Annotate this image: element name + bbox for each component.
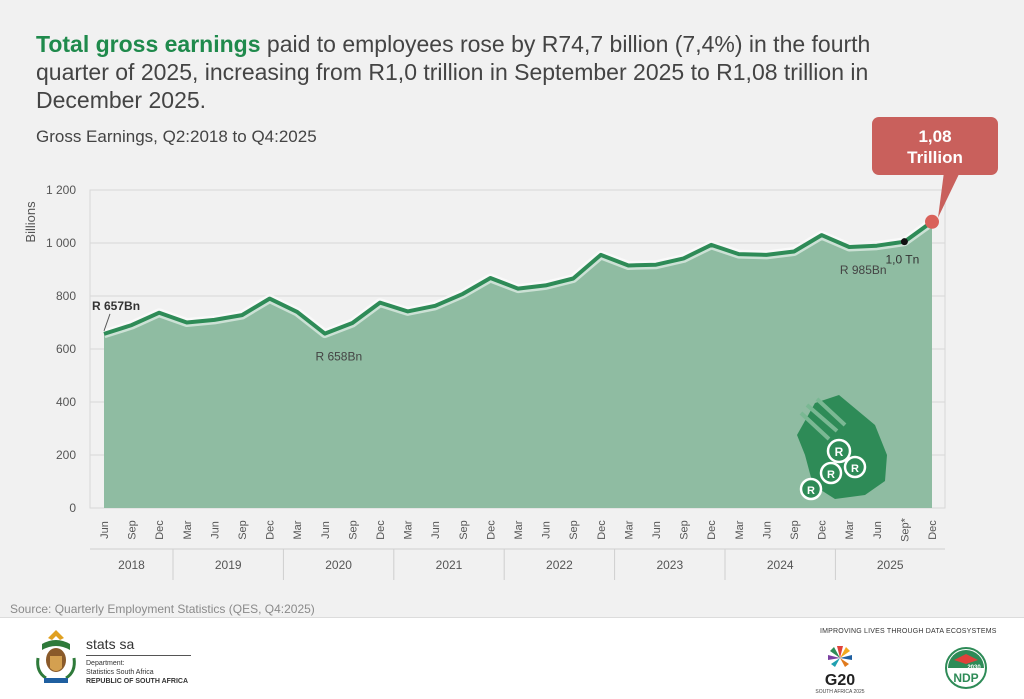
coat-of-arms-icon [36, 630, 76, 683]
x-tick-label: Mar [292, 520, 304, 539]
x-tick-label: Sep [568, 520, 580, 540]
gross-earnings-chart: 0 200 400 600 800 1 000 1 200 Billions R R R R… [23, 117, 998, 580]
data-point-marker [900, 238, 908, 246]
x-tick-label: Sep [679, 520, 691, 540]
y-axis-label: Billions [23, 201, 38, 243]
g20-logo: G20 SOUTH AFRICA 2025 [812, 642, 868, 695]
x-tick-label: Mar [844, 520, 856, 539]
x-tick-label: Dec [485, 520, 497, 540]
y-axis: 0 200 400 600 800 1 000 1 200 [46, 183, 76, 515]
ndp-year: 2030 [967, 665, 981, 671]
y-tick-label: 400 [56, 395, 76, 409]
year-label: 2024 [767, 558, 794, 572]
svg-text:R: R [851, 463, 859, 475]
callout-box [872, 117, 998, 175]
callout-value: 1,08 [918, 127, 951, 146]
x-tick-label: Dec [265, 520, 277, 540]
earnings-area [104, 221, 932, 509]
x-tick-label: Dec [596, 520, 608, 540]
x-tick-label: Sep [237, 520, 249, 540]
y-tick-label: 800 [56, 289, 76, 303]
dept-line1: Department: [86, 660, 125, 667]
x-tick-label: Jun [320, 521, 332, 539]
footer: stats sa Department: Statistics South Af… [0, 617, 1024, 699]
x-tick-label: Sep [789, 520, 801, 540]
improving-lives-tagline: IMPROVING LIVES THROUGH DATA ECOSYSTEMS [820, 628, 997, 635]
annotation-label: R 985Bn [840, 263, 887, 277]
hand-coins-icon: R R R R [797, 395, 887, 501]
g20-flower-icon [828, 646, 852, 667]
stats-sa-name: stats sa [86, 636, 191, 656]
year-label: 2023 [656, 558, 683, 572]
svg-text:R: R [827, 469, 835, 481]
x-tick-label: Jun [761, 521, 773, 539]
x-tick-label: Jun [651, 521, 663, 539]
x-tick-label: Sep [127, 520, 139, 540]
x-tick-label: Dec [706, 520, 718, 540]
x-tick-label: Jun [872, 521, 884, 539]
callout-pointer [938, 172, 960, 218]
x-tick-label: Dec [375, 520, 387, 540]
y-tick-label: 1 200 [46, 183, 76, 197]
ndp-logo: 2030 NDP [945, 647, 987, 689]
y-tick-label: 1 000 [46, 236, 76, 250]
svg-text:R: R [835, 445, 844, 459]
x-tick-label: Mar [182, 520, 194, 539]
x-axis: Jun Sep Dec Mar Jun Sep Dec Mar Jun Sep Dec Mar Jun S… [90, 517, 945, 580]
x-tick-label: Jun [209, 521, 221, 539]
x-tick-label: Sep* [899, 517, 911, 542]
x-tick-label: Dec [154, 520, 166, 540]
x-tick-label: Jun [541, 521, 553, 539]
x-tick-label: Jun [430, 521, 442, 539]
annotation-label: R 657Bn [92, 299, 140, 313]
x-tick-label: Mar [623, 520, 635, 539]
year-label: 2022 [546, 558, 573, 572]
g20-name: G20 [824, 672, 856, 689]
svg-text:R: R [807, 485, 815, 497]
x-tick-label: Jun [99, 521, 111, 539]
g20-subtext: SOUTH AFRICA 2025 [815, 689, 865, 695]
callout-unit: Trillion [907, 148, 963, 167]
earnings-line [103, 220, 934, 336]
headline-highlight: Total gross earnings [36, 31, 261, 57]
year-label: 2019 [215, 558, 242, 572]
department-text: Department: Statistics South Africa REPU… [86, 659, 191, 686]
y-tick-label: 200 [56, 448, 76, 462]
source-note: Source: Quarterly Employment Statistics … [10, 602, 315, 616]
x-tick-label: Mar [403, 520, 415, 539]
chart-subtitle: Gross Earnings, Q2:2018 to Q4:2025 [36, 127, 317, 146]
x-tick-label: Sep [347, 520, 359, 540]
ndp-name: NDP [953, 671, 978, 685]
y-tick-label: 600 [56, 342, 76, 356]
year-label: 2021 [436, 558, 463, 572]
year-label: 2025 [877, 558, 904, 572]
y-tick-label: 0 [69, 501, 76, 515]
callout: 1,08 Trillion [872, 117, 998, 229]
x-tick-label: Sep [458, 520, 470, 540]
x-tick-label: Dec [817, 520, 829, 540]
dept-line2: Statistics South Africa [86, 669, 154, 676]
last-data-point [925, 214, 939, 229]
headline-text: paid to employees rose by R74,7 billion … [36, 31, 871, 113]
dept-line3: REPUBLIC OF SOUTH AFRICA [86, 678, 189, 685]
x-tick-label: Mar [513, 520, 525, 539]
annotation-label: 1,0 Tn [885, 253, 919, 267]
year-label: 2018 [118, 558, 145, 572]
x-tick-label: Mar [734, 520, 746, 539]
x-tick-label: Dec [927, 520, 939, 540]
headline: Total gross earnings paid to employees r… [36, 30, 936, 114]
year-label: 2020 [325, 558, 352, 572]
annotation-leader [103, 313, 111, 332]
stats-sa-brand: stats sa Department: Statistics South Af… [86, 636, 191, 686]
annotation-label: R 658Bn [315, 350, 362, 364]
